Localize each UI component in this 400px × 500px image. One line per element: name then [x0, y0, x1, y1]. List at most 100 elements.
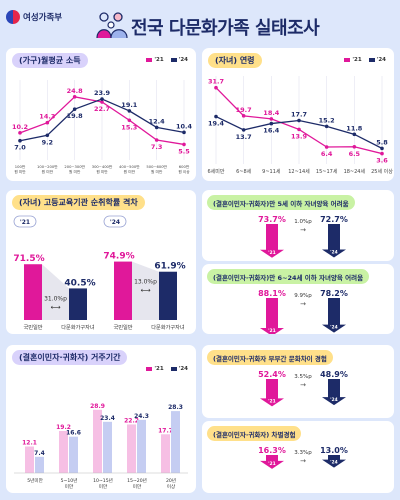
stay-panel: (결혼이민자·귀화자) 거주기간 '21 '24 12.1 7.4 5년미만 19.2…	[6, 345, 196, 493]
data-label: 71.5%	[13, 254, 44, 264]
age6-24-title: (결혼이민자·귀화자)만 6~24세 이하 자녀양육 어려움	[207, 269, 370, 284]
gap-shade	[132, 261, 159, 320]
legend-24: '24	[170, 366, 188, 372]
bar	[25, 446, 34, 473]
data-label: 22.2	[124, 417, 139, 424]
data-point	[154, 138, 159, 142]
arrow-bar	[322, 298, 346, 333]
tick-label: 300~400만	[92, 164, 113, 169]
income-title: (가구)월평균 소득	[12, 53, 88, 68]
tick-label: 5~10년	[61, 477, 78, 484]
data-point	[214, 85, 218, 90]
tick-label: 원 미만	[69, 169, 81, 174]
data-label: 3.6	[376, 157, 388, 165]
bar	[59, 431, 68, 473]
data-point	[182, 130, 186, 135]
bar	[93, 409, 102, 473]
family-icon	[96, 12, 128, 39]
data-point	[352, 144, 357, 149]
data-point	[241, 128, 246, 132]
diff-label: 9.9%p	[294, 293, 312, 299]
data-label: 17.7	[291, 111, 307, 119]
culture-chart: '21 52.4% '24 48.9% 3.5%p→	[258, 370, 348, 407]
data-label: 61.9%	[154, 262, 185, 272]
data-label: 19.8	[67, 112, 84, 120]
year-badge	[103, 215, 127, 228]
income-chart: 10.2 14.3 24.8 22.7 15.3 7.3 5.5 7.0 9.2 19.8 23.9…	[12, 80, 193, 174]
data-label: 88.1%	[258, 289, 286, 298]
diff-arrow-icon: →	[300, 381, 306, 389]
data-label: 5.5	[178, 147, 190, 155]
age-panel: (자녀) 연령 '21 '24 31.7 19.7 18.4 13.9 6.4 6.5 3.…	[202, 48, 394, 181]
data-label: 15.3	[121, 123, 137, 131]
data-point	[380, 151, 384, 156]
data-label: 28.9	[90, 403, 105, 410]
data-point	[269, 117, 274, 121]
data-label: 14.3	[39, 113, 55, 121]
age-legend: '21 '24	[344, 57, 386, 63]
under5-panel: (결혼이민자·귀화자)만 5세 이하 자녀양육 어려움 '21 73.7% '24 7…	[202, 190, 394, 261]
bar	[114, 261, 132, 320]
data-point	[324, 124, 329, 129]
year-label: '21	[268, 328, 276, 334]
tick-label: 원 미만	[14, 169, 26, 174]
tick-label: 600만	[179, 164, 190, 169]
gap-arrow-icon: ⟷	[140, 287, 150, 295]
tick-label: 18~24세	[344, 168, 366, 175]
data-point	[100, 100, 104, 104]
culture-title: (결혼이민자·귀화자 부부간 문화차이 경험	[207, 350, 333, 365]
tick-label: 6~8세	[236, 168, 252, 175]
under5-title: (결혼이민자·귀화자)만 5세 이하 자녀양육 어려움	[207, 195, 355, 210]
data-point	[297, 127, 301, 132]
tick-label: 12~14세	[288, 168, 310, 175]
data-label: 15.2	[319, 116, 335, 124]
data-point	[241, 114, 246, 118]
data-point	[214, 114, 218, 119]
income-panel: (가구)월평균 소득 '21 '24 10.2 14.3 24.8 22.7 15.3 7…	[6, 48, 196, 181]
tick-label: 500~600만	[146, 164, 167, 169]
legend-21: '21	[146, 57, 164, 63]
tick-label: 원 미만	[96, 169, 108, 174]
edu-title: (자녀) 고등교육기관 순취학률 격차	[12, 195, 145, 210]
data-point	[380, 146, 384, 151]
arrow-bar	[260, 224, 284, 258]
data-label: 52.4%	[258, 370, 286, 379]
data-label: 19.1	[121, 101, 138, 109]
diff-arrow-icon: →	[300, 300, 306, 308]
data-point	[154, 125, 159, 130]
data-label: 13.7	[236, 133, 252, 141]
edu-panel: (자녀) 고등교육기관 순취학률 격차 '21 71.5% 국민일반 40.5% 다문화…	[6, 190, 196, 334]
income-legend: '21 '24	[146, 57, 188, 63]
arrow-bar	[260, 379, 284, 407]
year-badge	[13, 215, 37, 228]
stay-legend: '21 '24	[146, 366, 188, 372]
tick-label: 15~17세	[316, 168, 338, 175]
data-label: 11.8	[346, 124, 363, 132]
age6-24-panel: (결혼이민자·귀화자)만 6~24세 이하 자녀양육 어려움 '21 88.1% '…	[202, 264, 394, 334]
tick-label: 9~11세	[262, 168, 281, 175]
tick-label: 10~15년	[93, 477, 113, 484]
tick-label: 원 이상	[178, 169, 190, 174]
data-label: 10.4	[176, 122, 193, 130]
year-label: '21	[268, 398, 276, 404]
data-label: 73.7%	[258, 215, 286, 224]
arrow-bar	[260, 298, 284, 334]
data-label: 48.9%	[320, 370, 348, 379]
data-point	[45, 133, 50, 138]
bar	[159, 271, 177, 320]
legend-24: '24	[368, 57, 386, 63]
year-label: '21	[268, 250, 276, 256]
arrow-bar	[322, 455, 346, 468]
data-label: 24.8	[67, 87, 84, 95]
year-label: '21	[20, 219, 30, 226]
data-point	[72, 107, 77, 111]
data-label: 6.5	[349, 150, 361, 158]
data-point	[297, 118, 301, 123]
data-label: 74.9%	[103, 252, 134, 262]
data-label: 28.3	[168, 404, 183, 411]
bar	[24, 264, 42, 320]
bar	[103, 421, 112, 473]
data-label: 19.4	[208, 120, 225, 128]
year-label: '24	[330, 397, 338, 403]
